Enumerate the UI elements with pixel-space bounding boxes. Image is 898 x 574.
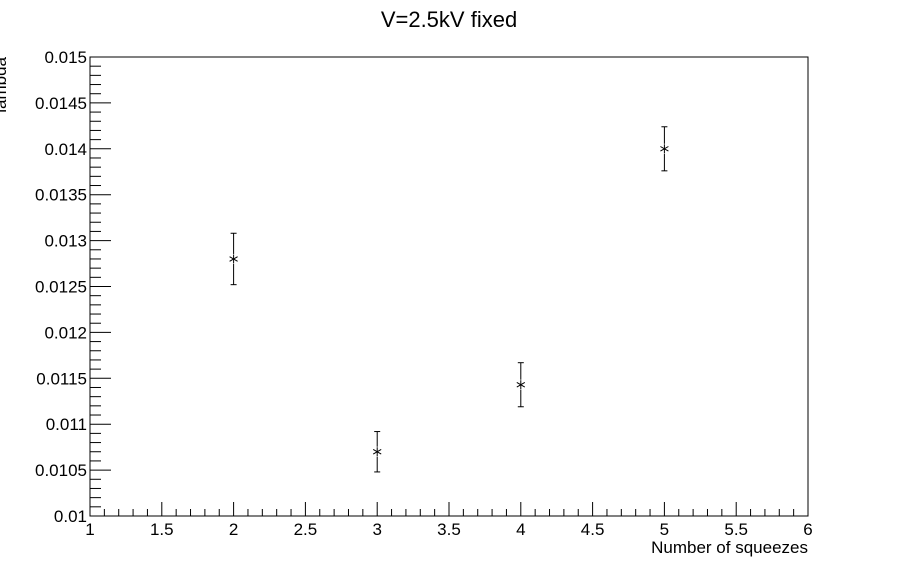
y-tick-label: 0.0105 (35, 461, 87, 480)
x-tick-label: 3 (372, 520, 381, 539)
data-point (660, 126, 669, 172)
y-tick-label: 0.0135 (35, 186, 87, 205)
x-tick-label: 3.5 (437, 520, 461, 539)
y-tick-label: 0.014 (44, 140, 87, 159)
marker-stroke (229, 256, 238, 262)
y-tick-label: 0.011 (46, 415, 87, 434)
asterisk-marker (229, 254, 238, 264)
x-tick-label: 2 (229, 520, 238, 539)
asterisk-marker (516, 380, 526, 390)
y-tick-label: 0.015 (44, 48, 87, 67)
y-tick-label: 0.013 (44, 232, 87, 251)
asterisk-marker (372, 447, 382, 457)
x-tick-label: 1.5 (150, 520, 174, 539)
data-point (229, 232, 238, 286)
data-points (229, 126, 669, 473)
axes: 1 1.5 2 2.5 3 3.5 4 4.5 5 5.5 6 0.01 0.0105 0.011 0.01… (35, 48, 813, 539)
x-axis-title: Number of squeezes (651, 538, 808, 557)
data-point (516, 362, 526, 408)
data-point (372, 431, 382, 473)
y-tick-label: 0.012 (44, 323, 87, 342)
chart-title: V=2.5kV fixed (381, 7, 517, 32)
x-tick-label: 5.5 (724, 520, 748, 539)
y-tick-label: 0.01 (54, 507, 87, 526)
x-tick-label: 5 (660, 520, 669, 539)
marker-stroke (516, 381, 526, 388)
marker-stroke (372, 449, 382, 455)
y-tick-label: 0.0145 (35, 94, 87, 113)
marker-stroke (660, 146, 669, 152)
x-tick-label: 4 (516, 520, 525, 539)
y-tick-label: 0.0115 (36, 369, 87, 388)
asterisk-marker (660, 144, 669, 154)
y-axis-title: lambda (0, 56, 10, 112)
x-tick-label: 1 (85, 520, 94, 539)
x-tick-label: 6 (803, 520, 812, 539)
x-tick-label: 4.5 (581, 520, 605, 539)
x-tick-label: 2.5 (294, 520, 318, 539)
plot-frame (89, 56, 809, 517)
y-tick-label: 0.0125 (35, 278, 87, 297)
